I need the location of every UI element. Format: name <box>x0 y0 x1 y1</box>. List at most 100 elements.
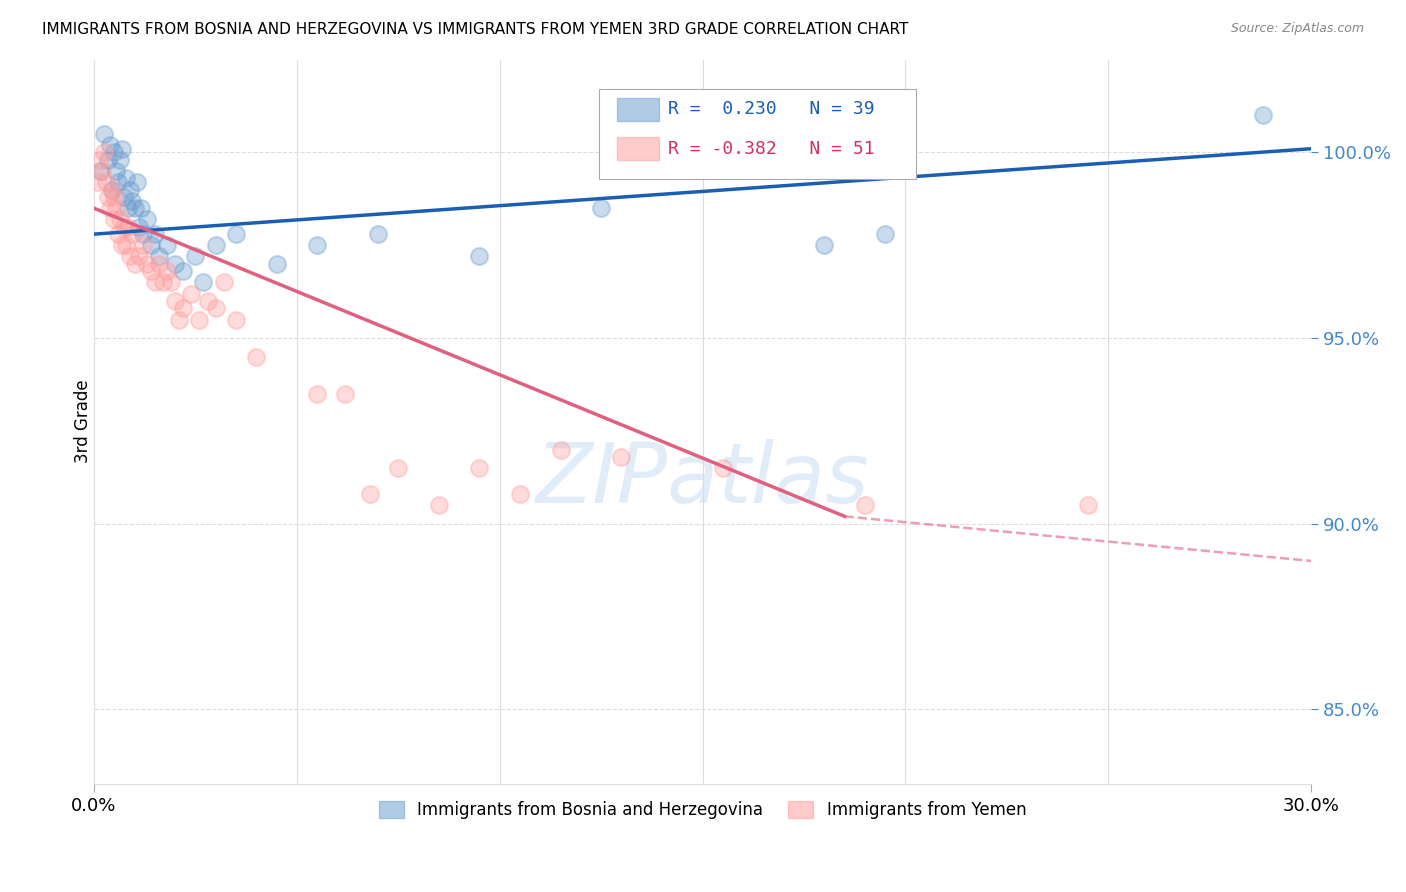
Point <box>225 227 247 241</box>
Point <box>875 227 897 241</box>
Point <box>121 194 143 208</box>
Point <box>591 201 613 215</box>
Point <box>143 227 166 241</box>
Point <box>117 201 139 215</box>
Point <box>111 142 134 156</box>
Point <box>307 238 329 252</box>
Point <box>139 238 162 252</box>
Point <box>110 212 132 227</box>
Point <box>105 164 128 178</box>
FancyBboxPatch shape <box>617 98 659 121</box>
Point <box>103 145 125 160</box>
Point <box>97 153 120 167</box>
Point <box>93 145 115 160</box>
Point <box>711 461 734 475</box>
Point <box>359 487 381 501</box>
Point <box>188 312 211 326</box>
Point <box>124 201 146 215</box>
Point <box>115 171 138 186</box>
Point <box>111 238 134 252</box>
Point <box>101 183 124 197</box>
Point <box>172 264 194 278</box>
Point <box>204 238 226 252</box>
Point <box>427 498 450 512</box>
Point <box>143 276 166 290</box>
Point <box>125 175 148 189</box>
Point <box>103 190 125 204</box>
Point <box>853 498 876 512</box>
Point <box>225 312 247 326</box>
Point <box>93 127 115 141</box>
Point <box>89 153 111 167</box>
Point <box>110 153 132 167</box>
Point <box>204 301 226 316</box>
Text: Source: ZipAtlas.com: Source: ZipAtlas.com <box>1230 22 1364 36</box>
Point <box>156 264 179 278</box>
Text: ZIPatlas: ZIPatlas <box>536 439 869 520</box>
Point <box>94 175 117 189</box>
Point <box>167 312 190 326</box>
Point <box>245 350 267 364</box>
Point <box>97 190 120 204</box>
Point <box>135 212 157 227</box>
Point <box>813 238 835 252</box>
Point <box>172 301 194 316</box>
Point <box>112 190 135 204</box>
Point <box>152 276 174 290</box>
Point <box>212 276 235 290</box>
Point <box>128 249 150 263</box>
Point <box>307 386 329 401</box>
Point <box>101 183 124 197</box>
Text: R = -0.382   N = 51: R = -0.382 N = 51 <box>668 140 875 158</box>
Legend: Immigrants from Bosnia and Herzegovina, Immigrants from Yemen: Immigrants from Bosnia and Herzegovina, … <box>373 795 1033 826</box>
Point <box>468 249 491 263</box>
Point <box>135 257 157 271</box>
Point <box>131 238 153 252</box>
Point <box>117 219 139 234</box>
Point <box>120 183 142 197</box>
Text: IMMIGRANTS FROM BOSNIA AND HERZEGOVINA VS IMMIGRANTS FROM YEMEN 3RD GRADE CORREL: IMMIGRANTS FROM BOSNIA AND HERZEGOVINA V… <box>42 22 908 37</box>
Point <box>121 227 143 241</box>
Point <box>120 249 142 263</box>
Point <box>89 164 111 178</box>
Point <box>129 201 152 215</box>
Point <box>98 138 121 153</box>
Point <box>509 487 531 501</box>
Point <box>197 293 219 308</box>
Point <box>165 257 187 271</box>
Point <box>468 461 491 475</box>
Point <box>387 461 409 475</box>
Text: R =  0.230   N = 39: R = 0.230 N = 39 <box>668 100 875 118</box>
Point <box>184 249 207 263</box>
Point <box>107 175 129 189</box>
Point <box>91 164 114 178</box>
Point <box>124 257 146 271</box>
Point <box>128 219 150 234</box>
Point <box>112 219 135 234</box>
Point <box>131 227 153 241</box>
Point <box>165 293 187 308</box>
Y-axis label: 3rd Grade: 3rd Grade <box>75 380 91 464</box>
Point <box>550 442 572 457</box>
Point <box>139 264 162 278</box>
Point <box>1251 108 1274 122</box>
FancyBboxPatch shape <box>617 137 659 161</box>
Point <box>156 238 179 252</box>
Point <box>105 201 128 215</box>
Point <box>148 257 170 271</box>
Point <box>87 175 110 189</box>
Point <box>266 257 288 271</box>
Point <box>335 386 357 401</box>
FancyBboxPatch shape <box>599 88 915 179</box>
Point <box>1077 498 1099 512</box>
Point <box>610 450 633 464</box>
Point <box>107 227 129 241</box>
Point <box>98 201 121 215</box>
Point <box>367 227 389 241</box>
Point <box>148 249 170 263</box>
Point <box>103 212 125 227</box>
Point <box>193 276 215 290</box>
Point <box>180 286 202 301</box>
Point <box>115 238 138 252</box>
Point <box>160 276 183 290</box>
